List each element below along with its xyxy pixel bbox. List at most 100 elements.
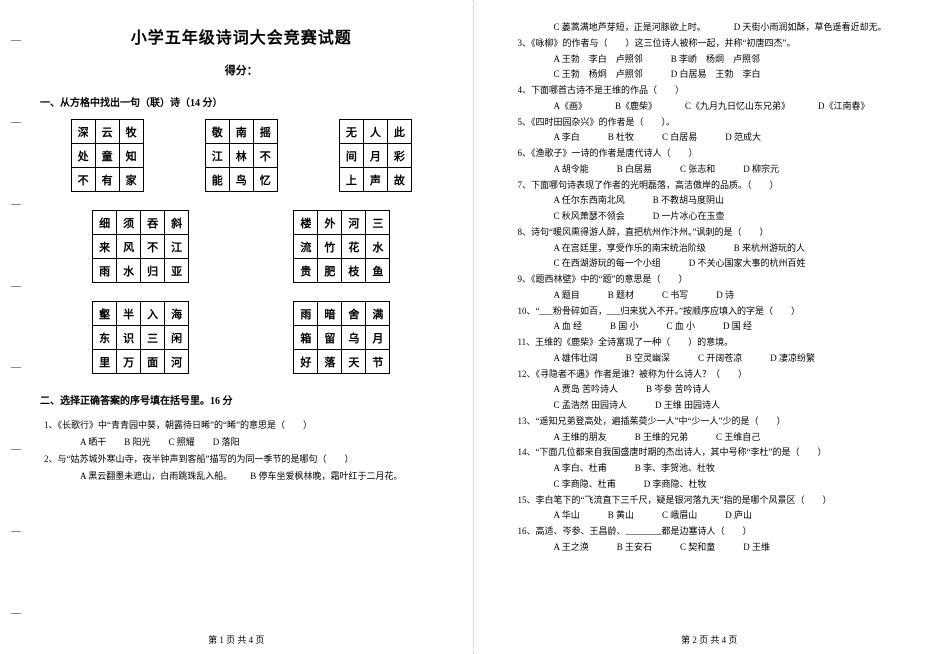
option: C 血 小 [667,319,696,335]
grid-cell: 雨 [294,302,318,326]
question-options: A 王之涣B 王安石C 契和童D 王维 [554,540,916,556]
grid-cell: 风 [117,235,141,259]
option: D 范成大 [725,130,761,146]
option: A 王之涣 [554,540,589,556]
option: B 阳光 [124,434,150,451]
grid-cell: 人 [363,120,387,144]
grid-cell: 东 [93,326,117,350]
option: D 王维 [743,540,770,556]
grid-cell: 上 [339,168,363,192]
option: D 柳宗元 [743,162,779,178]
option: D 王维 田园诗人 [655,398,720,414]
question-stem: 4、下面哪首古诗不是王维的作品（ ） [518,83,916,99]
grid-cell: 鸟 [229,168,253,192]
option: D 一片冰心在玉壶 [653,209,725,225]
question-options: A 在宫廷里，享受作乐的南宋统治阶级B 来杭州游玩的人 [554,241,916,257]
grid-cell: 枝 [342,259,366,283]
grid-cell: 不 [141,235,165,259]
grid-cell: 三 [366,211,390,235]
char-grid: 雨暗舍满箱留乌月好落天节 [293,301,390,374]
grid-cell: 半 [117,302,141,326]
option: D 白居易 王勃 李白 [671,67,761,83]
grid-cell: 竹 [318,235,342,259]
grid-cell: 无 [339,120,363,144]
option: C 峨眉山 [662,508,697,524]
grid-cell: 家 [119,168,143,192]
option: C 王勃 杨炯 卢照邻 [554,67,643,83]
grid-cell: 声 [363,168,387,192]
grid-cell: 故 [387,168,411,192]
section-2-head: 二、选择正确答案的序号填在括号里。16 分 [40,392,443,407]
grid-cell: 江 [165,235,189,259]
option: D 天街小雨润如酥，草色遥看近却无。 [734,20,887,36]
question-stem: 1、《长歌行》中“青青园中葵，朝露待日晞”的“晞”的意思是（ ） [44,417,443,434]
question-options: A 雄伟壮阔B 空灵幽深C 开阔苍凉D 凄凉纷繁 [554,351,916,367]
page-footer-2: 第 2 页 共 4 页 [474,633,945,646]
grid-cell: 牧 [119,120,143,144]
option: A 黑云翻墨未遮山，白雨跳珠乱入船。 [80,468,232,485]
page-footer-1: 第 1 页 共 4 页 [0,633,473,646]
grid-cell: 留 [318,326,342,350]
option: A 雄伟壮阔 [554,351,598,367]
grid-cell: 花 [342,235,366,259]
grid-cell: 处 [71,144,95,168]
option: A《画》 [554,99,588,115]
grid-cell: 敬 [205,120,229,144]
question-stem: 11、王维的《鹿柴》全诗富现了一种（ ）的意境。 [518,335,916,351]
option: B 不教胡马度阴山 [653,193,724,209]
option: D 凄凉纷繁 [770,351,815,367]
question-stem: 15、李白笔下的“飞流直下三千尺，疑是银河落九天”指的是哪个风景区（ ） [518,493,916,509]
grid-cell: 水 [366,235,390,259]
question-stem: 9、《题西林壁》中的“题”的意思是（ ） [518,272,916,288]
grid-cell: 月 [363,144,387,168]
question-stem: 5、《四时田园杂兴》的作者是（ ）。 [518,115,916,131]
char-grid: 细须吞斜来风不江雨水归亚 [92,210,189,283]
option: D 诗 [716,288,734,304]
grid-cell: 不 [71,168,95,192]
question-stem: 13、“遥知兄弟登高处，遍插茱萸少一人”中“少一人”少的是（ ） [518,414,916,430]
grid-cell: 雨 [93,259,117,283]
option: B 白居易 [617,162,652,178]
grid-cell: 深 [71,120,95,144]
question-options: A 王勃 李白 卢照邻B 李峤 杨炯 卢照邻 [554,52,916,68]
question-stem: 12、《寻隐者不遇》作者是谁？被称为什么诗人？（ ） [518,367,916,383]
question-options: C 秋风萧瑟不领会 D 一片冰心在玉壶 [554,209,916,225]
grid-cell: 舍 [342,302,366,326]
option: C 书写 [662,288,688,304]
option: C 秋风萧瑟不领会 [554,209,625,225]
char-grid: 敬南摇江林不能鸟忆 [205,119,278,192]
grid-cell: 河 [165,350,189,374]
option: A 王维的朋友 [554,430,607,446]
grid-cell: 斜 [165,211,189,235]
option: A 胡令能 [554,162,589,178]
option: D 庐山 [725,508,752,524]
question-options: A 血 经B 国 小C 血 小D 国 经 [554,319,916,335]
option: B 杜牧 [608,130,634,146]
option: B 王维的兄弟 [635,430,688,446]
char-grid: 壑半入海东识三闲里万面河 [92,301,189,374]
grid-cell: 落 [318,350,342,374]
option: C 开阔苍凉 [698,351,742,367]
page-title: 小学五年级诗词大会竞赛试题 [40,24,443,48]
grid-cell: 知 [119,144,143,168]
option: D 不关心国家大事的杭州百姓 [689,256,806,272]
grid-cell: 彩 [387,144,411,168]
grid-cell: 细 [93,211,117,235]
question-stem: 2、与“姑苏城外寒山寺，夜半钟声到客船”描写的为同一季节的是哪句（ ） [44,451,443,468]
option: B 题材 [608,288,634,304]
grid-row-1: 深云牧处童知不有家敬南摇江林不能鸟忆无人此间月彩上声故 [40,119,443,192]
grid-cell: 归 [141,259,165,283]
option: B 李、李贺池、杜牧 [635,461,715,477]
option: A 任尔东西南北风 [554,193,625,209]
grid-cell: 有 [95,168,119,192]
grid-cell: 肥 [318,259,342,283]
page1-questions: 1、《长歌行》中“青青园中葵，朝露待日晞”的“晞”的意思是（ ）A 晒干B 阳光… [40,417,443,485]
option: D 李商隐、杜牧 [644,477,707,493]
option: C 照耀 [169,434,195,451]
grid-cell: 满 [366,302,390,326]
option: B 停车坐爱枫林晚，霜叶红于二月花。 [250,468,402,485]
grid-cell: 江 [205,144,229,168]
page-1: 小学五年级诗词大会竞赛试题 得分： 一、从方格中找出一句（联）诗（14 分） 深… [0,0,473,654]
question-options: A 题目B 题材C 书写D 诗 [554,288,916,304]
option: C 白居易 [662,130,697,146]
